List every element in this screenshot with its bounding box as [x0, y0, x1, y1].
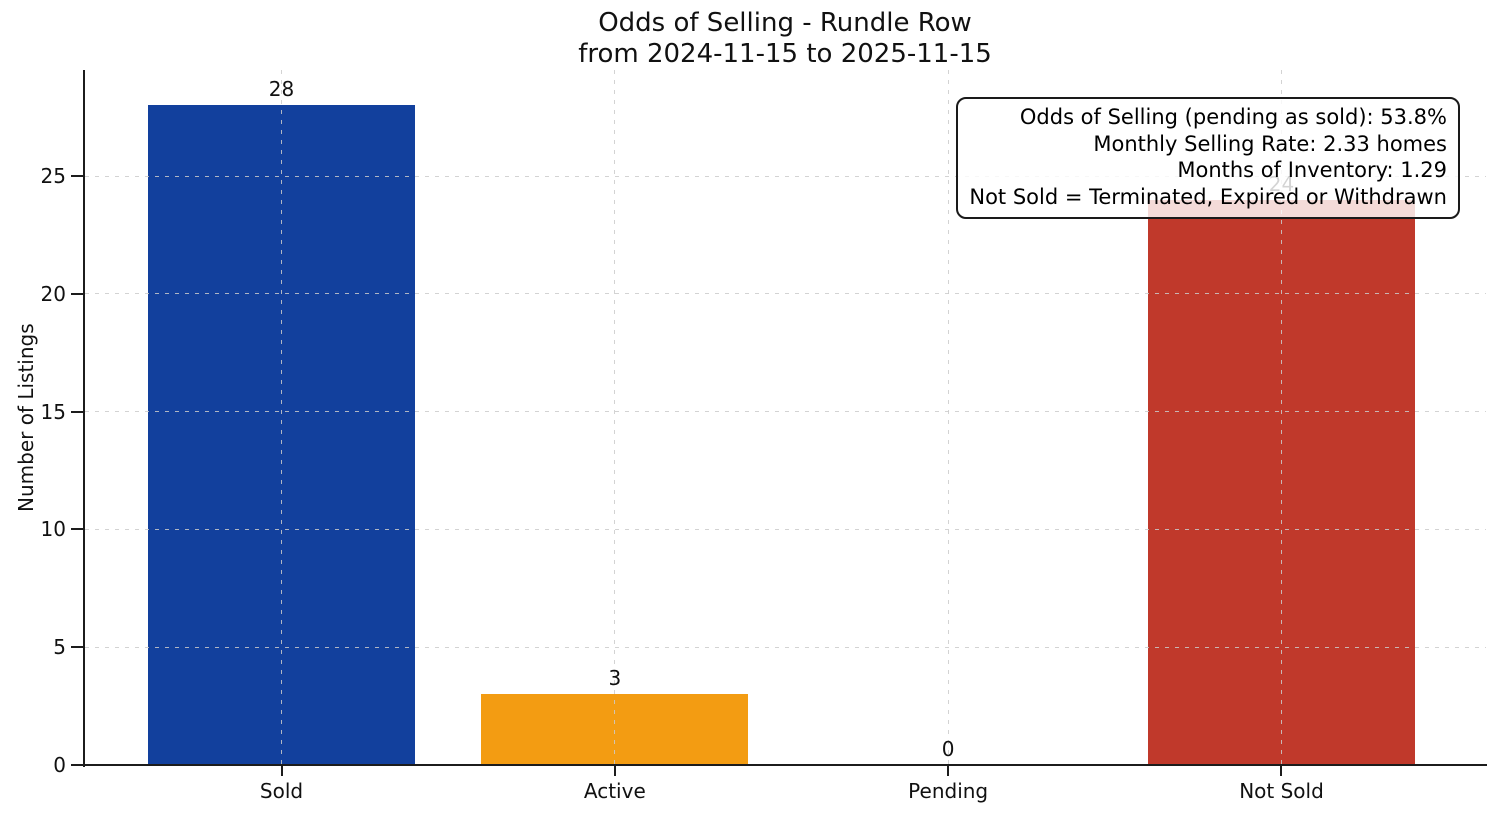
h-gridline: [85, 411, 1486, 413]
annotation-line-monthly-selling-rate: Monthly Selling Rate: 2.33 homes: [1093, 131, 1447, 156]
x-tick-label: Not Sold: [1239, 779, 1324, 803]
v-gridline: [947, 70, 949, 765]
chart-subtitle: from 2024-11-15 to 2025-11-15: [578, 39, 992, 69]
x-axis-spine: [83, 764, 1487, 766]
y-tick-label: 5: [53, 635, 66, 660]
v-gridline: [281, 70, 282, 765]
h-gridline: [85, 293, 1486, 295]
chart-title: Odds of Selling - Rundle Row: [598, 8, 972, 38]
h-gridline: [85, 175, 1486, 177]
y-tick-label: 20: [40, 281, 66, 306]
chart-title-block: Odds of Selling - Rundle Row from 2024-1…: [84, 8, 1486, 70]
y-tick-mark: [71, 646, 83, 649]
y-tick-label: 25: [40, 164, 66, 189]
y-tick-mark: [71, 292, 83, 295]
v-gridline: [614, 70, 616, 765]
x-tick-mark: [613, 766, 616, 776]
bar-value-label: 0: [941, 737, 955, 761]
x-tick-mark: [280, 766, 283, 776]
stats-annotation-box: Odds of Selling (pending as sold): 53.8%…: [956, 97, 1460, 219]
bar-value-label: 28: [268, 77, 295, 102]
x-tick-mark: [947, 766, 950, 776]
annotation-line-months-of-inventory: Months of Inventory: 1.29: [1177, 158, 1447, 182]
h-gridline: [85, 646, 1486, 648]
y-axis-spine: [83, 70, 85, 767]
annotation-line-not-sold-definition: Not Sold = Terminated, Expired or Withdr…: [969, 184, 1447, 209]
y-tick-label: 15: [40, 399, 66, 424]
y-tick-mark: [71, 764, 83, 766]
y-tick-mark: [71, 175, 83, 178]
y-tick-label: 10: [40, 517, 66, 542]
bar-value-label: 3: [608, 666, 622, 691]
x-tick-mark: [1280, 766, 1283, 776]
v-gridline: [1280, 70, 1282, 765]
y-tick-mark: [71, 528, 83, 531]
y-tick-label: 0: [53, 753, 66, 777]
h-gridline: [85, 528, 1486, 530]
annotation-line-odds-of-selling: Odds of Selling (pending as sold): 53.8%: [1019, 105, 1447, 129]
x-tick-label: Pending: [908, 779, 989, 803]
x-tick-label: Sold: [259, 779, 304, 803]
x-tick-label: Active: [583, 779, 646, 803]
y-tick-mark: [71, 410, 83, 413]
